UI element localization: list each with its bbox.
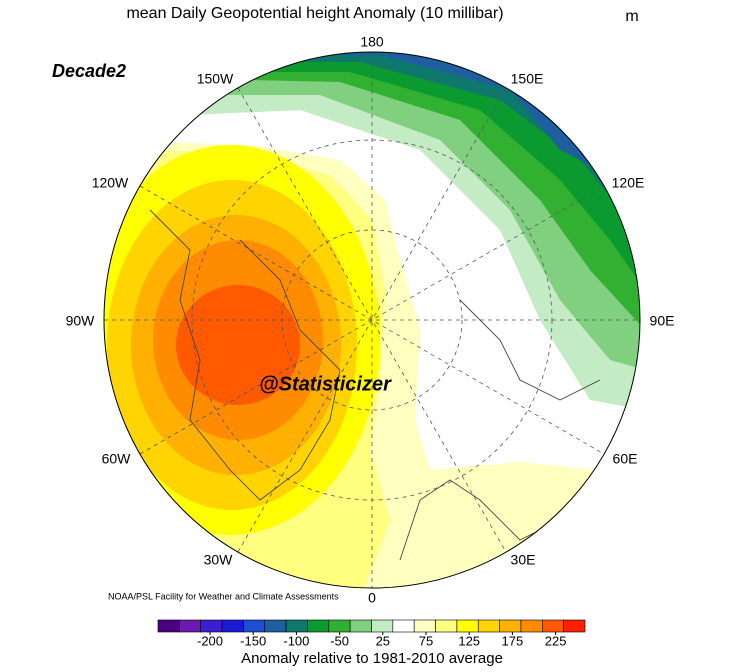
longitude-label: 60W [102,451,132,467]
colorbar-tick-label: -200 [197,633,223,648]
colorbar-swatch [563,619,586,633]
colorbar-swatch [157,619,180,633]
map-border [103,51,641,589]
longitude-label: 60E [613,451,638,467]
colorbar-swatch [477,619,500,633]
colorbar-swatch [179,619,202,633]
longitude-label: 150E [511,71,544,87]
colorbar-swatch [264,619,287,633]
colorbar-swatch [349,619,372,633]
colorbar-swatch [541,619,564,633]
longitude-label: 90E [650,313,675,329]
colorbar-tick-label: 25 [376,633,390,648]
colorbar-swatch [307,619,330,633]
colorbar-swatch [520,619,543,633]
longitude-label: 120E [612,175,645,191]
colorbar-swatch [435,619,458,633]
colorbar-swatch [413,619,436,633]
credit: NOAA/PSL Facility for Weather and Climat… [108,591,339,601]
colorbar-swatch [456,619,479,633]
longitude-label: 30W [204,552,234,568]
panel-label: Decade2 [52,61,126,81]
unit-label: m [625,8,638,25]
map-title: mean Daily Geopotential height Anomaly (… [126,5,503,22]
colorbar-swatch [499,619,522,633]
colorbar-tick-label: 75 [419,633,433,648]
watermark: @Statisticizer [259,373,392,395]
longitude-label: 150W [197,71,234,87]
colorbar-title: Anomaly relative to 1981-2010 average [241,650,503,667]
colorbar-swatch [243,619,266,633]
longitude-label: 90W [66,313,96,329]
longitude-label: 30E [511,552,536,568]
map-field [104,52,640,588]
longitude-label: 0 [368,590,376,606]
colorbar-tick-label: -50 [330,633,349,648]
longitude-label: 180 [360,34,384,50]
colorbar-tick-label: 125 [458,633,480,648]
colorbar-tick-label: 225 [545,633,567,648]
longitude-label: 120W [92,175,129,191]
colorbar-swatch [200,619,223,633]
colorbar-swatch [392,619,415,633]
colorbar-swatch [328,619,351,633]
colorbar-tick-label: -150 [240,633,266,648]
colorbar-tick-label: 175 [502,633,524,648]
colorbar-swatch [221,619,244,633]
colorbar-swatch [285,619,308,633]
colorbar: -200 -150 -100 -50 25 75 125 175 225 [157,619,586,648]
colorbar-swatch [371,619,394,633]
colorbar-tick-label: -100 [283,633,309,648]
